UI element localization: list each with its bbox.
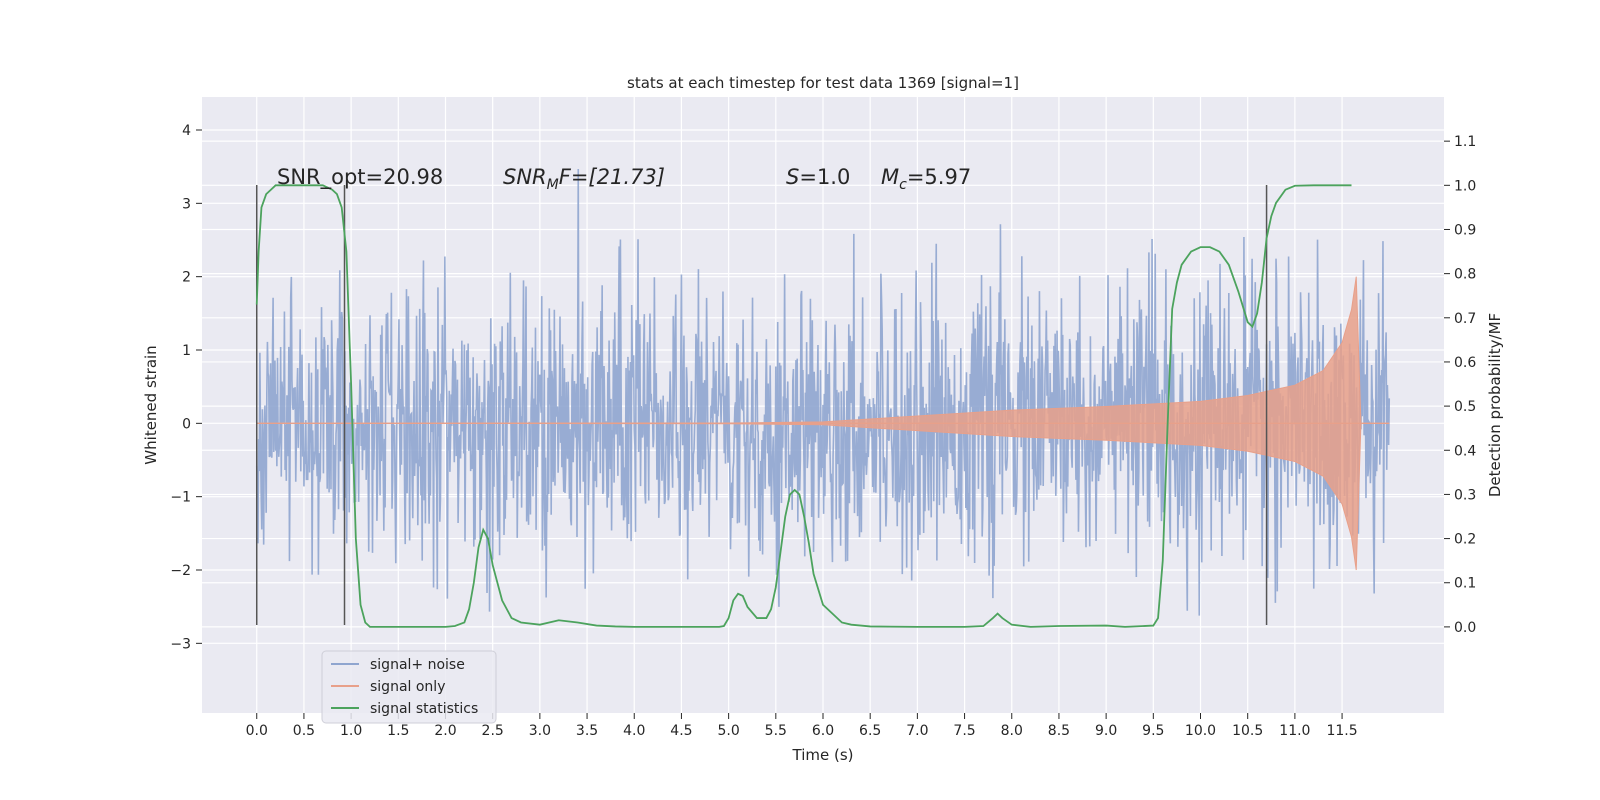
y2-tick-label: 0.7 [1454, 311, 1476, 327]
x-tick-label: 8.5 [1048, 723, 1070, 739]
legend: signal+ noise signal only signal statist… [321, 650, 497, 724]
signal-noise-trace [255, 168, 1391, 616]
y-tick-label: 1 [182, 343, 191, 359]
x-tick-label: 8.0 [1001, 723, 1023, 739]
y-tick-label: −3 [170, 636, 191, 652]
signal-only-trace [256, 276, 1390, 571]
y2-tick-label: 1.1 [1454, 134, 1476, 150]
y2-axis-label: Detection probability/MF [1486, 313, 1504, 497]
snr-mf-rest: F=[21.73] [559, 165, 665, 189]
y2-tick-label: 0.0 [1454, 620, 1476, 636]
x-tick-label: 3.5 [576, 723, 598, 739]
x-tick-label: 5.5 [765, 723, 787, 739]
s-rest: =1.0 [799, 165, 850, 189]
x-tick-label: 9.0 [1095, 723, 1117, 739]
y2-tick-label: 0.8 [1454, 267, 1476, 283]
x-tick-label: 5.0 [717, 723, 739, 739]
legend-box [321, 650, 497, 724]
y-tick-label: 2 [182, 270, 191, 286]
y2-tick-label: 0.1 [1454, 576, 1476, 592]
y2-tick-label: 1.0 [1454, 178, 1476, 194]
y-tick-label: 0 [182, 416, 191, 432]
annotation-snr-opt: SNR_opt=20.98 [277, 165, 443, 190]
x-tick-label: 7.5 [953, 723, 975, 739]
x-tick-label: 6.5 [859, 723, 881, 739]
mc-sub: c [899, 177, 907, 193]
s-var: S [786, 165, 799, 189]
x-tick-label: 11.0 [1279, 723, 1310, 739]
x-tick-label: 6.0 [812, 723, 834, 739]
signal-statistics-trace [255, 184, 1352, 628]
y-tick-label: −1 [170, 490, 191, 506]
x-tick-label: 1.0 [340, 723, 362, 739]
x-tick-label: 9.5 [1142, 723, 1164, 739]
x-tick-label: 2.5 [482, 723, 504, 739]
x-tick-label: 11.5 [1326, 723, 1357, 739]
snr-mf-main: SNR [503, 165, 547, 189]
y2-axis-ticks: 1.1 1.0 0.9 0.8 0.7 0.6 0.5 0.4 0.3 0.2 0.1 0.0 [1444, 134, 1476, 636]
vertical-marker-lines [255, 185, 1268, 625]
signal-noise-line [255, 168, 1391, 616]
x-tick-label: 3.0 [529, 723, 551, 739]
legend-label-noise: signal+ noise [370, 657, 465, 673]
y2-tick-label: 0.5 [1454, 399, 1476, 415]
legend-label-stats: signal statistics [370, 701, 478, 717]
y2-tick-label: 0.3 [1454, 487, 1476, 503]
annotation-s: S=1.0 [786, 165, 850, 189]
mc-var: M [881, 165, 899, 189]
mc-rest: =5.97 [907, 165, 971, 189]
snr-mf-sub: M [547, 177, 559, 193]
chart-title: stats at each timestep for test data 136… [627, 74, 1019, 92]
x-tick-label: 0.0 [246, 723, 268, 739]
annotation-snr-mf: SNRMF=[21.73] [503, 165, 665, 193]
y2-tick-label: 0.4 [1454, 443, 1476, 459]
x-tick-label: 2.0 [434, 723, 456, 739]
annotation-mc: Mc=5.97 [881, 165, 971, 193]
y-tick-label: −2 [170, 563, 191, 579]
x-axis-ticks: 0.0 0.5 1.0 1.5 2.0 2.5 3.0 3.5 4.0 4.5 5.0 5.5 6.0 6… [246, 713, 1358, 739]
y-axis-label: Whitened strain [142, 345, 160, 464]
y-axis-ticks: 4 3 2 1 0 −1 −2 −3 [170, 123, 202, 652]
signal-statistics-line [255, 184, 1352, 628]
y2-tick-label: 0.9 [1454, 222, 1476, 238]
y2-tick-label: 0.6 [1454, 355, 1476, 371]
x-tick-label: 4.0 [623, 723, 645, 739]
x-tick-label: 10.5 [1232, 723, 1263, 739]
y-tick-label: 3 [182, 196, 191, 212]
x-tick-label: 10.0 [1185, 723, 1216, 739]
x-tick-label: 1.5 [387, 723, 409, 739]
y-tick-label: 4 [182, 123, 191, 139]
x-axis-label: Time (s) [792, 746, 854, 764]
x-tick-label: 7.0 [906, 723, 928, 739]
legend-label-signal: signal only [370, 679, 445, 695]
y2-tick-label: 0.2 [1454, 532, 1476, 548]
x-tick-label: 0.5 [293, 723, 315, 739]
x-tick-label: 4.5 [670, 723, 692, 739]
